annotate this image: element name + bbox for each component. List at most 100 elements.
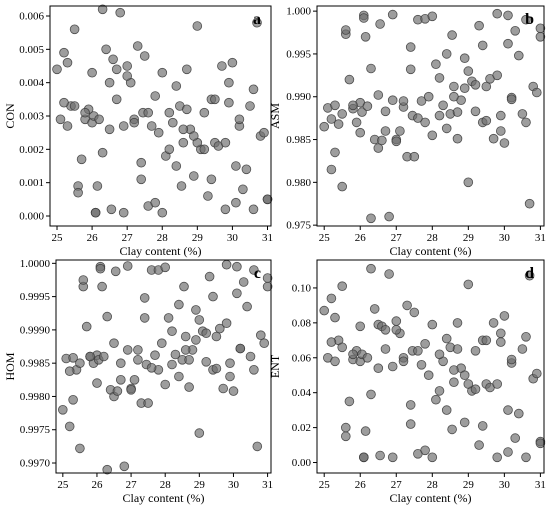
data-point [133,345,143,355]
data-point [122,345,133,355]
data-point [201,356,212,367]
y-tick-label: 0.02 [292,422,311,434]
data-point [160,262,171,273]
data-point [189,131,199,141]
data-point [73,187,83,198]
y-tick-label: 0.985 [286,134,311,146]
data-point [470,384,481,395]
data-point [333,119,344,129]
data-point [517,344,528,354]
y-axis-label: HOM [3,352,17,380]
data-point [337,109,348,119]
data-point [355,127,366,138]
data-point [129,374,140,385]
data-point [513,408,524,419]
data-point [360,31,371,42]
chart-panel-c: 25 26 27 28 29 30 31 0.9970 0.9975 0.9980 0.9985 0.… [3,258,273,505]
data-point [225,358,235,369]
data-point [391,324,402,335]
data-point [122,61,132,71]
data-point [116,374,126,385]
data-point [94,114,104,125]
y-tick-label: 0.000 [19,211,44,223]
data-point [133,354,143,365]
x-tick-label: 31 [262,232,273,244]
data-point [234,114,245,125]
data-point [481,115,492,126]
data-point [178,124,189,135]
y-tick-label: 0.003 [19,111,44,123]
data-point [434,110,445,121]
x-tick-label: 27 [391,232,403,244]
data-point [106,204,117,215]
data-point [157,207,168,218]
data-point [330,147,340,158]
data-point [85,351,95,362]
data-point [521,452,531,463]
data-point [208,291,218,302]
data-point [358,452,369,463]
y-tick-label: 0.9980 [20,391,51,403]
data-point [330,356,340,367]
data-point [231,161,241,171]
data-point [387,9,398,20]
x-tick-label: 25 [52,232,64,244]
data-point [75,443,85,454]
data-point [517,109,528,119]
data-point [143,398,153,408]
data-point [235,343,246,354]
data-point [535,438,546,449]
data-point [398,96,409,106]
x-axis-label: Clay content (%) [120,244,202,258]
data-point [115,7,125,18]
data-point [167,326,177,337]
data-point [373,363,384,374]
data-point [427,130,438,141]
data-point [481,335,492,346]
data-point [199,144,210,155]
data-point [441,333,452,344]
data-point [150,91,161,101]
data-point [492,452,503,463]
data-point [434,386,445,396]
data-point [95,263,106,274]
data-point [111,94,122,105]
x-tick-label: 30 [499,232,511,244]
data-point [218,383,229,394]
data-point [459,417,470,428]
data-point [524,270,535,281]
data-point [182,64,192,75]
data-point [420,338,430,349]
data-point [510,433,521,443]
data-point [449,81,459,92]
data-point [431,59,441,69]
x-tick-label: 26 [91,479,103,491]
data-point [427,11,438,22]
data-point [506,94,517,105]
data-point [248,84,259,95]
data-point [262,194,273,205]
data-point [431,394,441,405]
data-point [210,94,220,105]
y-tick-label: 0.9995 [20,291,51,303]
data-point [470,106,481,117]
data-point [366,63,376,74]
data-point [344,74,355,85]
data-point [192,21,203,31]
data-point [97,147,108,158]
data-point [76,154,87,165]
data-point [375,450,385,461]
y-tick-label: 0.001 [19,177,44,189]
data-point [92,378,102,388]
data-point [139,293,150,303]
data-point [495,337,506,347]
data-point [170,349,181,360]
panel-letter: b [525,11,534,28]
data-point [344,396,355,407]
data-point [449,91,459,102]
data-point [413,113,423,123]
data-point [380,126,391,136]
data-point [360,426,371,436]
data-point [499,138,510,148]
chart-panel-a: 25 26 27 28 29 30 31 0.000 0.001 0.002 0.003 0.004 0… [3,4,273,258]
